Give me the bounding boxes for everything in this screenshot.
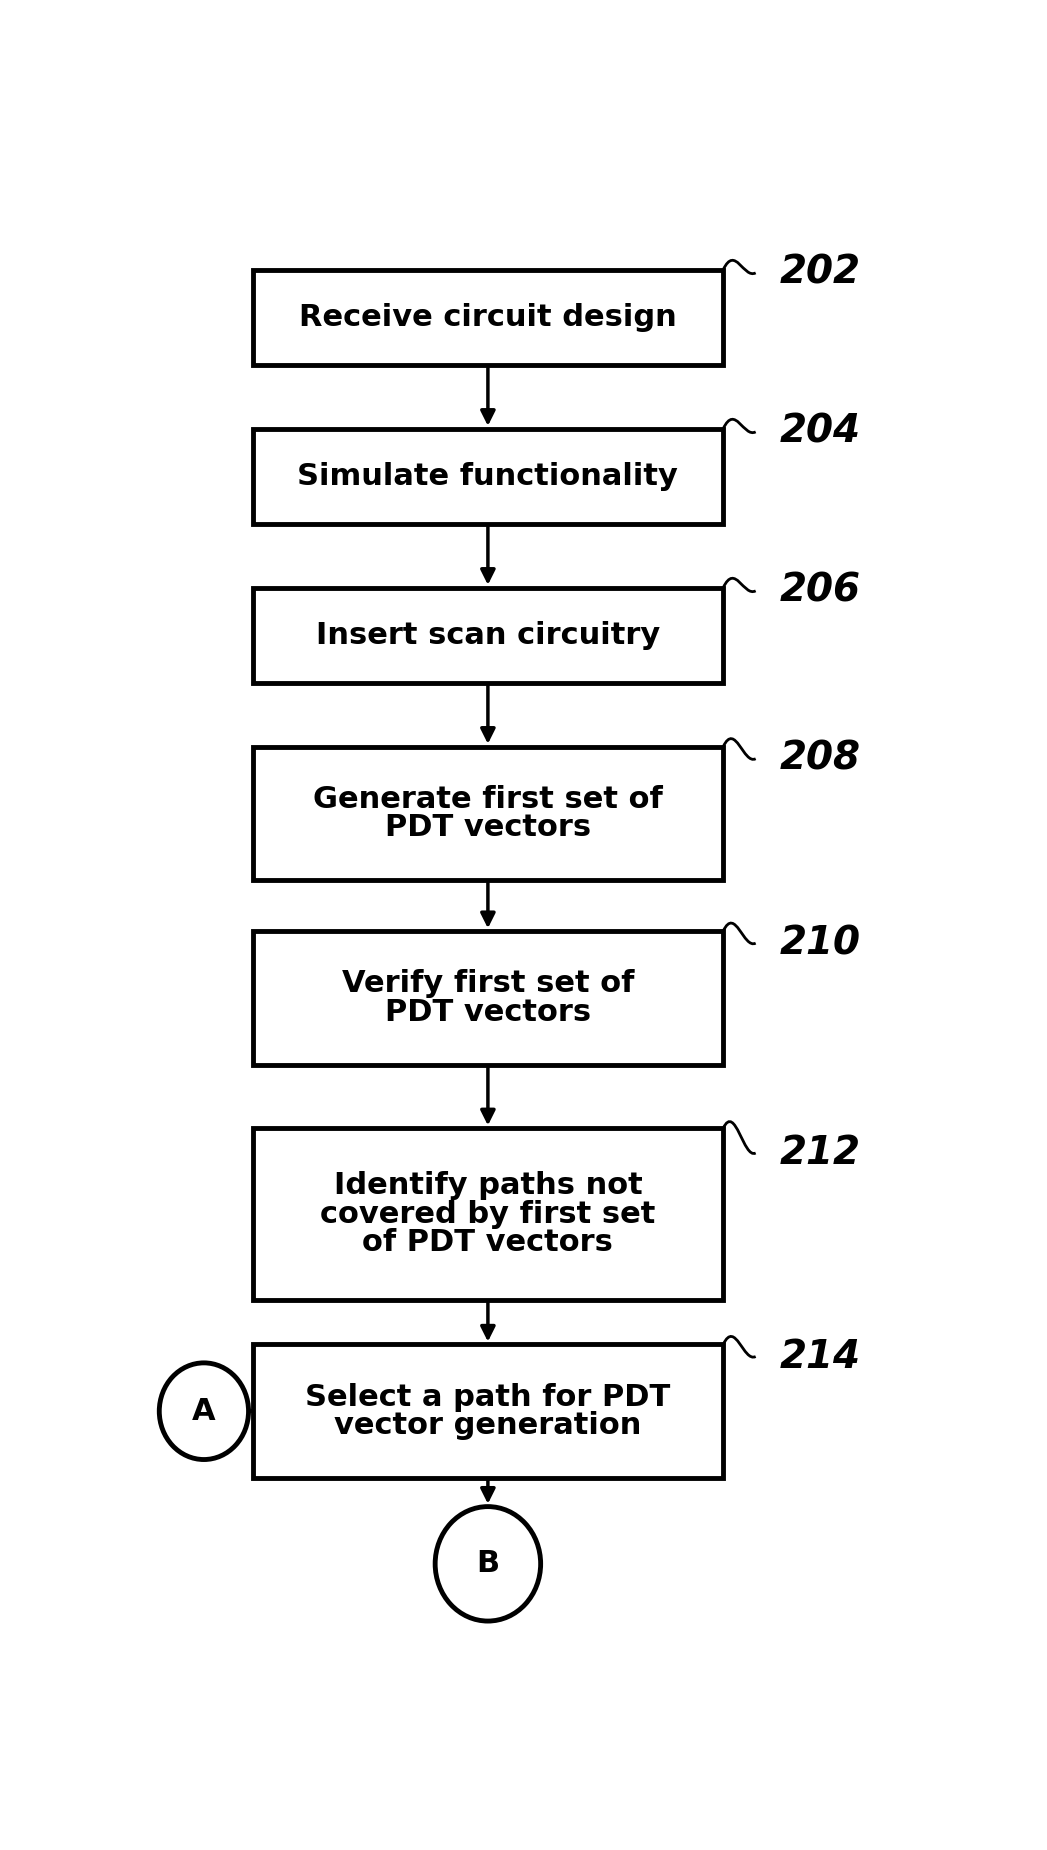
- Text: Receive circuit design: Receive circuit design: [299, 303, 676, 331]
- Text: 212: 212: [780, 1134, 861, 1173]
- Text: PDT vectors: PDT vectors: [385, 814, 591, 842]
- Text: 202: 202: [780, 253, 861, 292]
- Text: 208: 208: [780, 740, 861, 777]
- Text: Insert scan circuitry: Insert scan circuitry: [316, 622, 660, 649]
- Text: Verify first set of: Verify first set of: [341, 969, 634, 999]
- FancyBboxPatch shape: [252, 1345, 723, 1478]
- Text: Identify paths not: Identify paths not: [334, 1171, 642, 1201]
- FancyBboxPatch shape: [252, 270, 723, 364]
- Text: PDT vectors: PDT vectors: [385, 997, 591, 1027]
- Text: 210: 210: [780, 925, 861, 962]
- Text: Generate first set of: Generate first set of: [313, 784, 663, 814]
- FancyBboxPatch shape: [252, 588, 723, 683]
- Ellipse shape: [436, 1506, 540, 1621]
- Text: of PDT vectors: of PDT vectors: [362, 1228, 614, 1256]
- Ellipse shape: [159, 1363, 248, 1460]
- Text: Simulate functionality: Simulate functionality: [297, 462, 678, 490]
- Text: B: B: [476, 1548, 499, 1578]
- Text: 214: 214: [780, 1338, 861, 1376]
- Text: 206: 206: [780, 572, 861, 610]
- Text: covered by first set: covered by first set: [320, 1199, 655, 1228]
- FancyBboxPatch shape: [252, 429, 723, 524]
- FancyBboxPatch shape: [252, 931, 723, 1064]
- FancyBboxPatch shape: [252, 747, 723, 881]
- Text: 204: 204: [780, 413, 861, 451]
- FancyBboxPatch shape: [252, 1128, 723, 1301]
- Text: Select a path for PDT: Select a path for PDT: [306, 1382, 670, 1412]
- Text: A: A: [192, 1397, 216, 1426]
- Text: vector generation: vector generation: [334, 1412, 642, 1439]
